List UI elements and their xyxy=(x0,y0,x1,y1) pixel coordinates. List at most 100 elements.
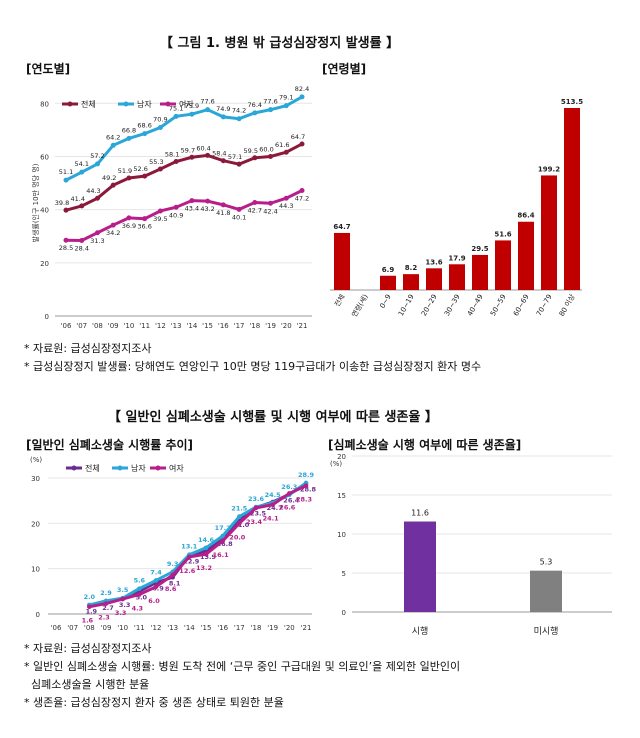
yearly-x-tick: '06 xyxy=(61,322,72,330)
figure2-note-survival: * 생존율: 급성심장정지 환자 중 생존 상태로 퇴원한 분율 xyxy=(24,696,284,709)
cpr-data-label: 6.0 xyxy=(148,597,160,605)
yearly-data-label: 76.4 xyxy=(248,101,262,109)
yearly-point xyxy=(110,222,116,228)
yearly-chart-title: [연도별] xyxy=(26,62,71,76)
cpr-data-label: 28.8 xyxy=(300,485,317,493)
cpr-data-label: 16.8 xyxy=(217,540,234,548)
yearly-point xyxy=(173,159,179,165)
yearly-data-label: 74.2 xyxy=(232,107,246,115)
yearly-data-label: 61.6 xyxy=(275,141,289,149)
yearly-point xyxy=(189,154,195,160)
survival-chart-title: [심폐소생술 시행 여부에 따른 생존율] xyxy=(328,438,522,452)
figure2-note-cpr-rate-cont: 심폐소생술을 시행한 분율 xyxy=(24,678,150,691)
cpr-x-tick: '19 xyxy=(267,624,278,632)
cpr-point xyxy=(153,578,159,583)
cpr-point xyxy=(270,502,275,508)
cpr-data-label: 17.2 xyxy=(215,524,231,532)
yearly-point xyxy=(299,94,305,100)
yearly-x-tick: '15 xyxy=(202,322,213,330)
yearly-point xyxy=(79,169,85,175)
survival-x-tick: 미시행 xyxy=(534,625,559,637)
yearly-data-label: 66.8 xyxy=(122,126,136,134)
yearly-point xyxy=(189,111,195,117)
cpr-y-tick: 30 xyxy=(31,475,40,483)
cpr-data-label: 3.3 xyxy=(119,601,131,609)
age-bar xyxy=(518,221,534,290)
age-bar xyxy=(564,108,580,290)
yearly-data-label: 57.1 xyxy=(228,153,242,161)
cpr-data-label: 24.1 xyxy=(263,515,280,523)
cpr-data-label: 3.5 xyxy=(117,586,129,594)
cpr-point xyxy=(303,483,309,489)
cpr-legend-label: 남자 xyxy=(131,464,146,473)
yearly-data-label: 40.1 xyxy=(232,213,246,221)
cpr-data-label: 8.1 xyxy=(169,579,181,587)
age-bar xyxy=(426,268,442,290)
yearly-y-tick: 0 xyxy=(45,313,49,321)
yearly-point xyxy=(173,204,179,210)
survival-y-tick: 20 xyxy=(337,453,346,461)
age-x-tick: 60~69 xyxy=(512,293,531,318)
cpr-legend-marker xyxy=(155,465,161,471)
cpr-point xyxy=(153,584,159,590)
yearly-data-label: 68.6 xyxy=(137,122,151,130)
age-value-label: 8.2 xyxy=(405,264,418,272)
yearly-point xyxy=(205,152,211,158)
yearly-data-label: 42.4 xyxy=(263,207,277,215)
cpr-data-label: 1.9 xyxy=(86,607,98,615)
cpr-x-tick: '10 xyxy=(117,624,128,632)
yearly-data-label: 57.2 xyxy=(90,152,104,160)
yearly-data-label: 54.1 xyxy=(74,160,88,168)
yearly-point xyxy=(94,195,100,201)
age-chart-title: [연령별] xyxy=(322,62,367,76)
age-value-label: 199.2 xyxy=(538,165,560,173)
yearly-data-label: 75.9 xyxy=(185,102,199,110)
cpr-x-tick: '15 xyxy=(201,624,212,632)
cpr-y-tick: 20 xyxy=(31,520,40,528)
yearly-data-label: 39.8 xyxy=(55,199,69,207)
age-value-label: 51.6 xyxy=(494,230,511,238)
yearly-x-tick: '07 xyxy=(76,322,87,330)
yearly-point xyxy=(268,107,274,113)
cpr-legend-label: 여자 xyxy=(169,463,184,473)
yearly-point xyxy=(283,149,289,155)
cpr-series-line-1 xyxy=(88,481,307,607)
yearly-point xyxy=(220,114,226,120)
yearly-x-tick: '14 xyxy=(186,322,197,330)
cpr-data-label: 23.4 xyxy=(246,518,263,526)
cpr-point xyxy=(287,491,292,496)
yearly-data-label: 64.7 xyxy=(291,133,305,141)
yearly-x-tick: '19 xyxy=(265,322,276,330)
yearly-data-label: 31.3 xyxy=(90,237,104,245)
age-value-label: 29.5 xyxy=(471,245,488,253)
yearly-data-label: 28.4 xyxy=(74,244,88,252)
cpr-point xyxy=(187,554,192,560)
yearly-data-label: 49.2 xyxy=(102,174,116,182)
yearly-point xyxy=(283,103,289,109)
yearly-data-label: 34.2 xyxy=(106,229,120,237)
cpr-data-label: 1.6 xyxy=(82,617,94,625)
yearly-point xyxy=(268,200,274,206)
yearly-point xyxy=(63,177,69,183)
yearly-x-tick: '11 xyxy=(139,322,150,330)
cpr-y-tick: 10 xyxy=(31,566,40,574)
age-x-tick: 80 이상 xyxy=(557,292,577,318)
cpr-x-tick: '13 xyxy=(167,624,178,632)
age-value-label: 17.9 xyxy=(448,254,465,262)
yearly-point xyxy=(63,207,69,213)
yearly-point xyxy=(236,116,242,122)
cpr-x-tick: '12 xyxy=(151,624,162,632)
cpr-data-label: 5.6 xyxy=(134,577,146,585)
yearly-x-tick: '09 xyxy=(108,322,119,330)
figure1-title: 【 그림 1. 병원 밖 급성심장정지 발생률 】 xyxy=(160,36,400,51)
age-x-tick: 30~39 xyxy=(443,293,462,318)
cpr-y-tick: 0 xyxy=(36,611,40,619)
yearly-data-label: 51.1 xyxy=(59,168,73,176)
cpr-data-label: 12.9 xyxy=(183,558,200,566)
cpr-data-label: 23.5 xyxy=(250,509,267,517)
cpr-x-tick: '14 xyxy=(184,624,195,632)
age-value-label: 64.7 xyxy=(333,223,350,231)
age-value-label: 6.9 xyxy=(382,266,395,274)
figure2-note-source: * 자료원: 급성심장정지조사 xyxy=(24,642,152,655)
cpr-data-label: 4.3 xyxy=(132,605,144,613)
